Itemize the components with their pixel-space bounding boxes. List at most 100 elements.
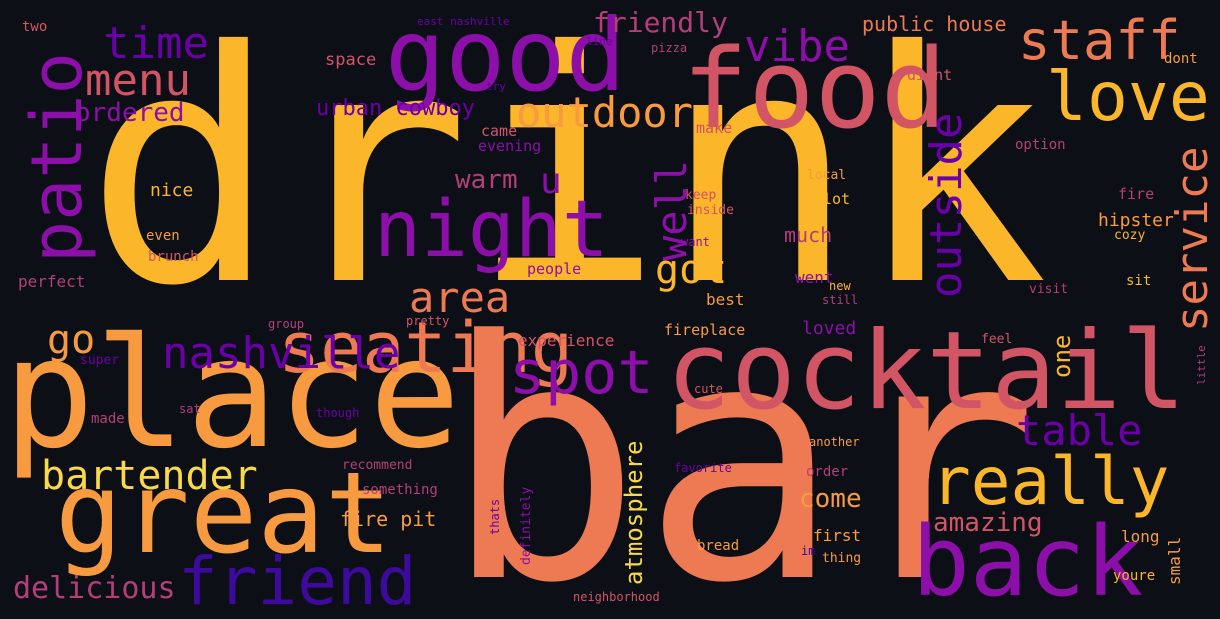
word-east-nashville: east nashville [417, 15, 510, 28]
word-though: though [316, 406, 360, 420]
word-order: order [806, 464, 849, 480]
word-come: come [799, 484, 862, 514]
word-atmosphere: atmosphere [620, 440, 648, 586]
word-bar: bar [443, 271, 1040, 619]
word-cocktail: cocktail [666, 309, 1187, 434]
word-nice: nice [150, 180, 194, 201]
word-love: love [1046, 58, 1210, 137]
word-table: table [1016, 406, 1143, 455]
word-back: back [912, 506, 1144, 618]
word-one: one [1048, 334, 1076, 378]
word-cozy: cozy [1114, 228, 1146, 243]
word-night: night [374, 185, 609, 275]
word-really: really [931, 443, 1170, 520]
word-want: want [681, 235, 710, 249]
word-feel: feel [981, 332, 1013, 347]
word-place: place [3, 305, 461, 482]
word-thing: thing [822, 551, 862, 566]
word-sat: sat [179, 402, 201, 416]
word-lot: lot [823, 190, 851, 208]
word-evening: evening [478, 137, 542, 155]
word-pretty: pretty [406, 314, 450, 328]
word-outside: outside [921, 112, 972, 298]
word-something: something [362, 482, 438, 498]
word-another: another [809, 435, 860, 449]
word-came: came [481, 122, 518, 140]
word-food: food [682, 25, 947, 153]
word-went: went [795, 268, 834, 287]
word-fire-pit: fire pit [340, 507, 437, 531]
word-perfect: perfect [18, 272, 86, 291]
word-urban-cowboy: urban cowboy [316, 96, 475, 121]
word-best: best [706, 290, 745, 309]
word-still: still [822, 293, 859, 307]
word-visit: visit [1029, 282, 1069, 297]
word-menu: menu [85, 55, 191, 106]
word-keep: keep [685, 188, 717, 203]
word-brunch: brunch [148, 249, 199, 265]
word-even: even [146, 228, 180, 244]
word-bartender: bartender [41, 453, 258, 499]
word-bread: bread [697, 538, 740, 554]
word-super: super [80, 353, 120, 368]
word-great: great [55, 449, 393, 579]
word-friendly: friendly [593, 6, 728, 39]
word-small: small [1165, 536, 1184, 585]
word-thats: thats [488, 498, 502, 535]
word-long: long [1121, 527, 1160, 546]
word-warm: warm [455, 165, 518, 195]
word-u: u [540, 161, 562, 202]
word-patio: patio [16, 52, 98, 263]
word-little: little [1195, 345, 1208, 385]
word-spot: spot [509, 338, 654, 408]
word-youre: youre [1113, 568, 1156, 584]
word-much: much [784, 223, 833, 247]
word-delicious: delicious [13, 571, 176, 606]
word-pizza: pizza [651, 41, 688, 55]
word-service: service [1167, 146, 1218, 332]
word-seating: seating [278, 307, 574, 389]
word-try: try [486, 80, 506, 93]
word-local: local [807, 168, 847, 183]
word-dont: dont [1164, 51, 1198, 67]
word-definitely: definitely [519, 486, 534, 565]
word-first: first [813, 526, 862, 545]
word-time: time [103, 18, 209, 69]
word-hipster: hipster [1098, 210, 1174, 231]
word-new: new [829, 279, 851, 293]
word-area: area [409, 273, 511, 322]
word-sit: sit [1126, 273, 1152, 289]
word-group: group [268, 317, 305, 331]
word-recommend: recommend [342, 458, 413, 473]
word-favorite: favorite [674, 461, 732, 475]
word-vibe: vibe [744, 21, 850, 72]
word-didnt: didnt [907, 66, 953, 84]
word-two: two [22, 19, 48, 35]
word-option: option [1015, 137, 1066, 153]
word-ordered: ordered [75, 98, 185, 128]
word-experience: experience [518, 331, 615, 350]
word-people: people [527, 260, 582, 278]
word-staff: staff [1018, 9, 1181, 72]
word-fire: fire [1118, 185, 1155, 203]
word-fireplace: fireplace [664, 321, 746, 339]
word-line: line [586, 35, 613, 48]
word-loved: loved [802, 318, 857, 339]
word-nashville: nashville [162, 328, 401, 379]
word-got: got [655, 247, 728, 293]
word-public-house: public house [862, 12, 1007, 36]
word-drink: drink [85, 0, 1049, 356]
word-cute: cute [694, 382, 723, 396]
word-inside: inside [687, 203, 734, 218]
word-outdoor: outdoor [516, 88, 694, 137]
word-made: made [91, 411, 125, 427]
word-neighborhood: neighborhood [573, 590, 660, 604]
word-make: make [696, 119, 733, 137]
word-amazing: amazing [933, 508, 1043, 538]
word-im: im [801, 544, 816, 558]
word-space: space [325, 50, 377, 70]
word-good: good [385, 0, 626, 114]
word-friend: friend [178, 543, 417, 619]
word-go: go [47, 317, 96, 363]
